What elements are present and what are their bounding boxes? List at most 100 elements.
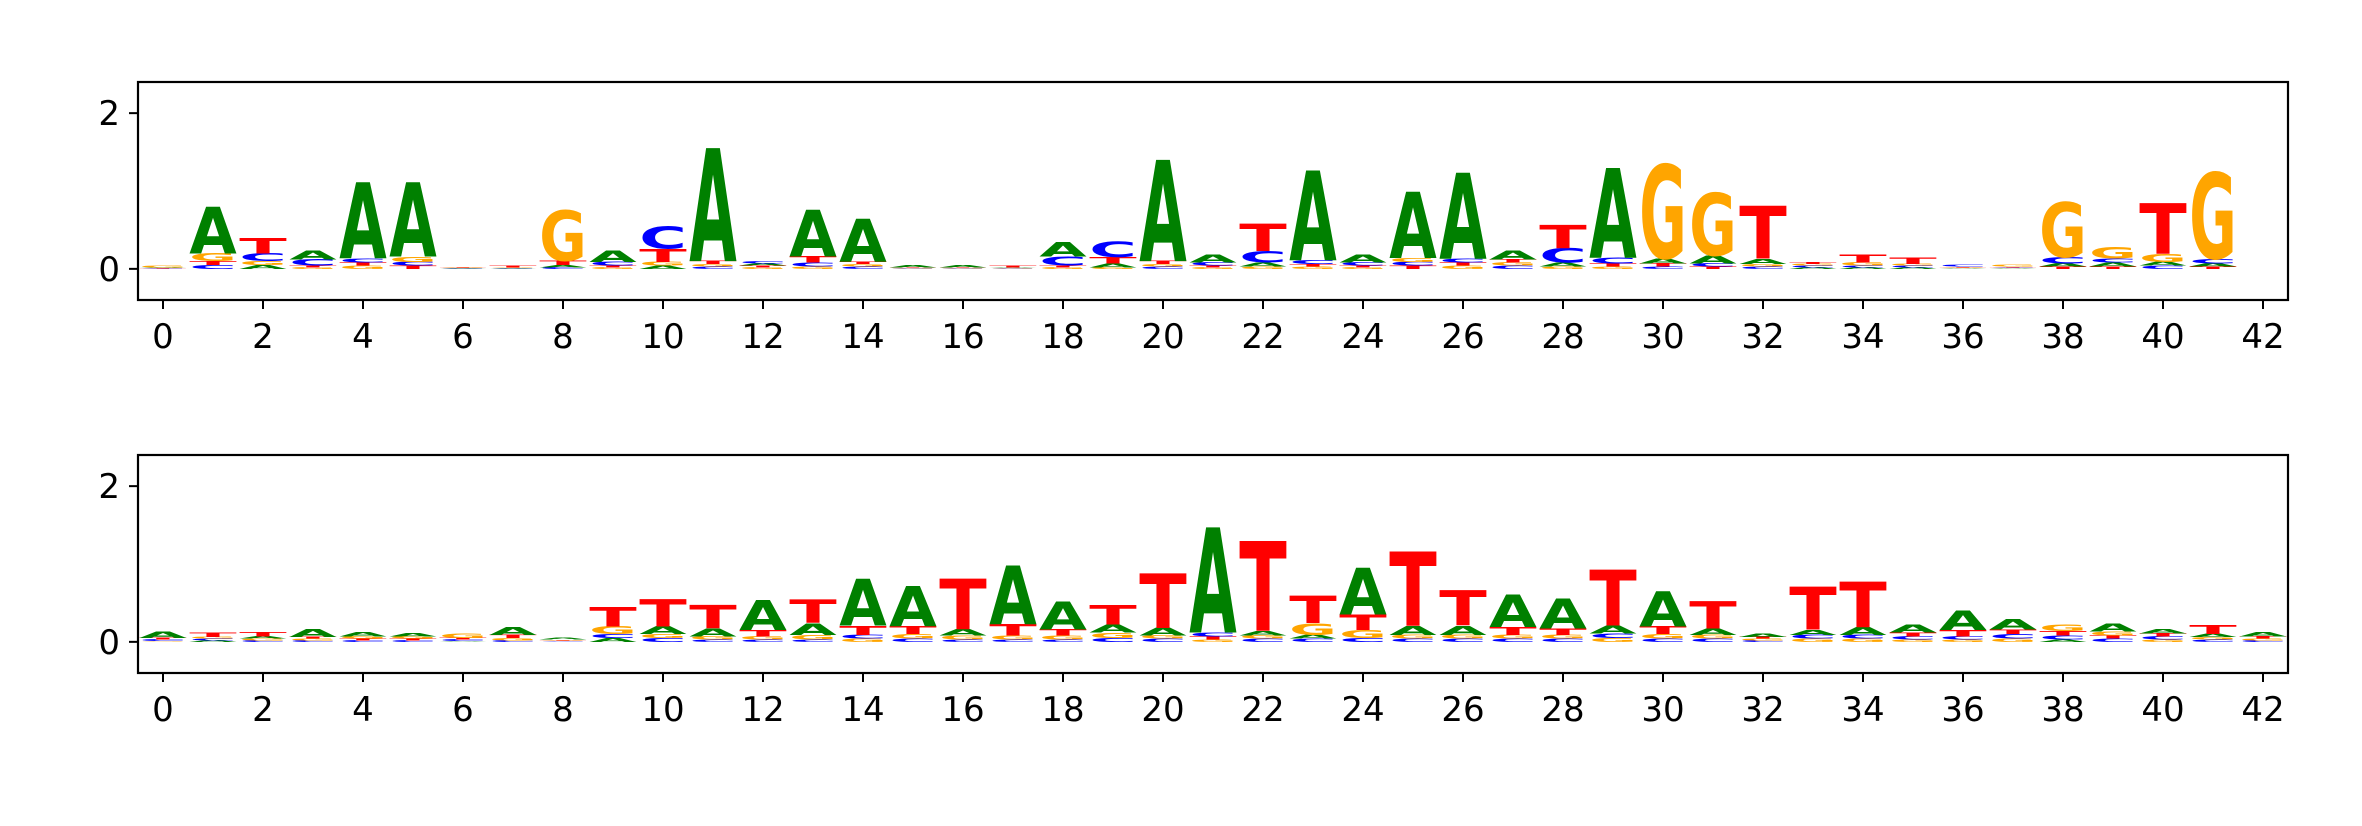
logo-letter-G: G xyxy=(639,261,686,267)
logo-letter-A: A xyxy=(1739,257,1787,266)
logo-letter-C: C xyxy=(1389,261,1437,267)
logo-letter-T: T xyxy=(1689,266,1737,270)
x-tick-label: 20 xyxy=(1141,317,1184,357)
logo-letter-T: T xyxy=(1039,265,1087,268)
x-tick-label: 38 xyxy=(2041,690,2084,730)
logo-letter-C: C xyxy=(1439,258,1487,264)
x-tick-label: 34 xyxy=(1841,317,1884,357)
logo-letter-A: A xyxy=(289,627,336,639)
y-axis-ticks: 02 xyxy=(98,467,138,663)
logo-letter-G: G xyxy=(1289,266,1337,270)
logo-letter-A: A xyxy=(1889,623,1936,635)
logo-letter-A: A xyxy=(539,264,587,268)
x-axis-ticks: 0 2 4 6 8 10 12 14 16 18 20 22 24 26 28 30 32 34 36 38 40 42 xyxy=(152,300,2285,357)
logo-letter-A: A xyxy=(1189,500,1237,668)
logo-letter-A: A xyxy=(989,550,1036,643)
logo-letter-C: C xyxy=(1939,265,1986,267)
logo-letter-T: T xyxy=(439,638,487,641)
logo-letter-C: C xyxy=(1139,266,1186,270)
logo-letter-C: C xyxy=(789,262,837,268)
logo-letter-A: A xyxy=(1389,623,1437,638)
logo-letter-C: C xyxy=(1989,267,2037,268)
logo-letter-G: G xyxy=(389,255,436,264)
logo-letter-T: T xyxy=(1789,262,1837,265)
logo-letter-C: C xyxy=(1189,262,1236,267)
logo-letter-T: T xyxy=(239,234,287,259)
x-tick-label: 42 xyxy=(2241,690,2284,730)
logo-letter-C: C xyxy=(1939,636,1986,641)
logo-letter-A: A xyxy=(389,162,437,281)
logo-letter-A: A xyxy=(2089,622,2136,634)
logo-letter-G: G xyxy=(2189,150,2236,287)
logo-letter-A: A xyxy=(1589,144,1636,287)
logo-letter-T: T xyxy=(1489,259,1537,264)
logo-letter-T: T xyxy=(1239,517,1287,661)
logo-letter-T: T xyxy=(589,265,637,268)
y-tick-label: 2 xyxy=(98,94,120,134)
logo-letter-A: A xyxy=(1689,627,1737,637)
x-tick-label: 28 xyxy=(1541,690,1584,730)
x-tick-label: 10 xyxy=(641,690,684,730)
logo-letter-G: G xyxy=(1589,266,1637,270)
logo-letter-G: G xyxy=(739,267,786,270)
logo-letter-C: C xyxy=(1889,265,1936,267)
logo-letter-A: A xyxy=(239,264,287,270)
logo-letter-G: G xyxy=(139,641,186,642)
logo-letter-T: T xyxy=(1839,570,1887,642)
logo-letter-A: A xyxy=(1439,151,1487,288)
x-tick-label: 36 xyxy=(1941,690,1984,730)
logo-letter-A: A xyxy=(439,268,487,269)
logo-letter-A: A xyxy=(1589,624,1636,636)
logo-letter-T: T xyxy=(1439,581,1487,637)
logo-letter-A: A xyxy=(1639,582,1687,638)
x-tick-label: 8 xyxy=(552,317,574,357)
logo-letter-C: C xyxy=(639,637,687,643)
logo-letter-C: C xyxy=(239,251,287,263)
logo-letter-G: G xyxy=(889,268,936,269)
logo-letter-C: C xyxy=(489,268,536,269)
logo-letter-A: A xyxy=(1039,239,1086,261)
axes-frame xyxy=(136,80,2290,302)
logo-letter-A: A xyxy=(1989,268,2037,269)
logo-letter-T: T xyxy=(1989,628,2037,636)
logo-letter-C: C xyxy=(2089,258,2137,264)
x-tick-label: 4 xyxy=(352,690,374,730)
logo-letter-T: T xyxy=(1689,595,1737,638)
logo-letter-T: T xyxy=(1489,625,1537,637)
logo-letter-C: C xyxy=(1039,254,1086,269)
x-tick-label: 2 xyxy=(252,690,274,730)
logo-letter-T: T xyxy=(1989,266,2037,267)
logo-letter-A: A xyxy=(489,625,536,637)
logo-letter-C: C xyxy=(589,261,637,267)
logo-letter-C: C xyxy=(339,258,387,264)
logo-letter-G: G xyxy=(1639,141,1686,289)
logo-letter-T: T xyxy=(1139,260,1187,265)
logo-letter-G: G xyxy=(1839,262,1886,267)
logo-letter-A: A xyxy=(1189,253,1236,265)
logo-letter-C: C xyxy=(2089,638,2136,643)
logo-letter-T: T xyxy=(789,594,837,631)
logo-letter-A: A xyxy=(1739,633,1787,638)
logo-letter-C: C xyxy=(1389,638,1436,643)
logo-letter-T: T xyxy=(1189,265,1237,268)
logo-letter-G: G xyxy=(939,268,986,269)
logo-letter-T: T xyxy=(1639,263,1687,268)
logo-letter-T: T xyxy=(2039,630,2087,638)
logo-letter-A: A xyxy=(1289,146,1336,289)
logo-letter-A: A xyxy=(539,638,587,640)
logo-letter-G: G xyxy=(689,264,737,268)
logo-letter-A: A xyxy=(1539,262,1587,268)
logo-letter-G: G xyxy=(2039,623,2086,633)
logo-letter-T: T xyxy=(1839,253,1887,265)
x-tick-label: 0 xyxy=(152,690,174,730)
x-tick-label: 32 xyxy=(1741,690,1784,730)
x-tick-label: 16 xyxy=(941,317,984,357)
logo-letter-G: G xyxy=(1189,267,1236,270)
logo-letter-G: G xyxy=(439,632,486,639)
x-tick-label: 12 xyxy=(741,317,784,357)
logo-letter-A: A xyxy=(689,118,736,298)
logo-letter-G: G xyxy=(2189,637,2237,641)
logo-letter-A: A xyxy=(339,162,386,284)
